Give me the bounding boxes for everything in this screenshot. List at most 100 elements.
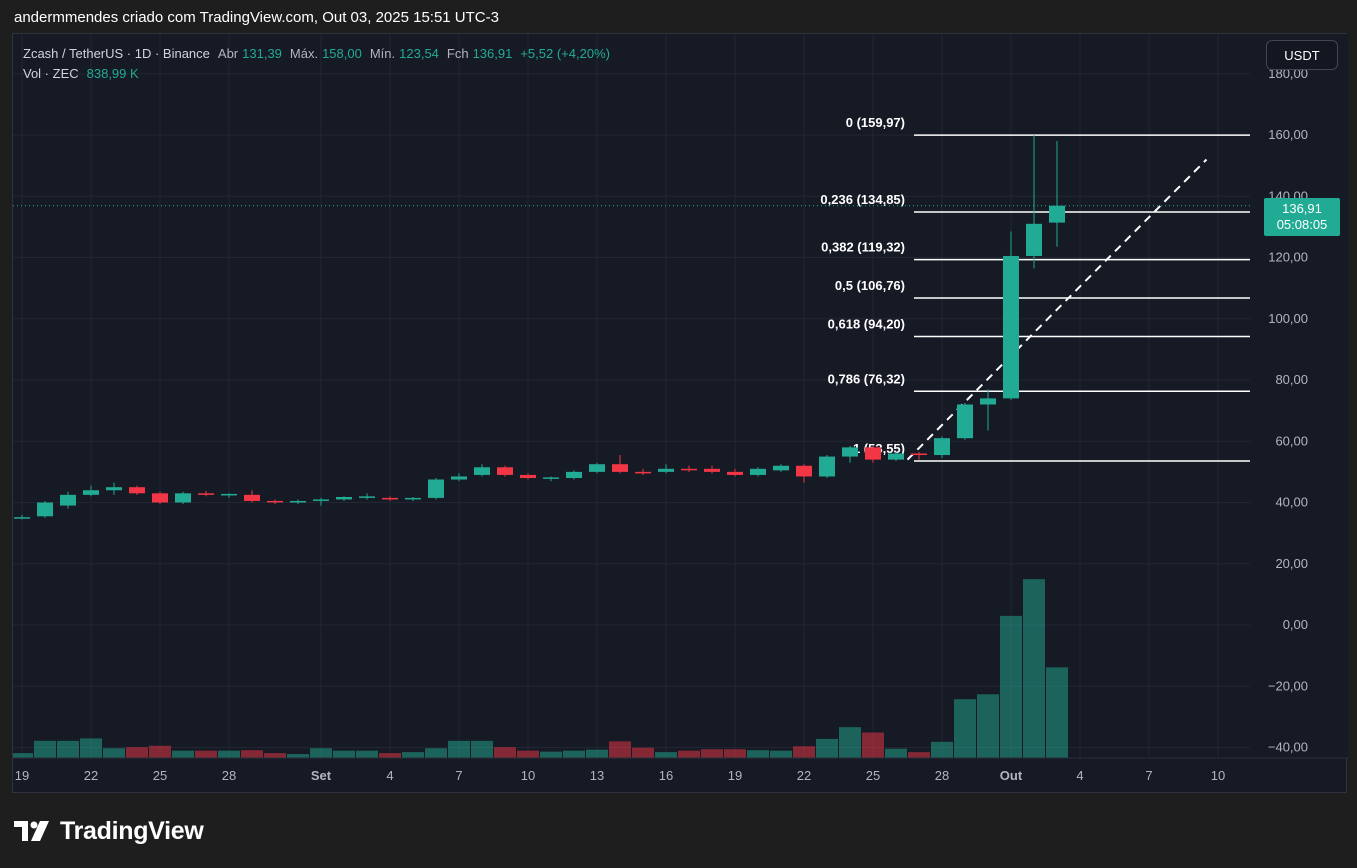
candle-body bbox=[129, 487, 145, 494]
candle-body bbox=[405, 497, 421, 500]
price-axis bbox=[1250, 34, 1348, 758]
volume-bar bbox=[931, 741, 953, 758]
candle-body bbox=[819, 456, 835, 477]
time-axis-tick-label: 19 bbox=[15, 768, 29, 783]
candle-body bbox=[359, 496, 375, 498]
candle-body bbox=[727, 471, 743, 475]
price-axis-tick-label: 100,00 bbox=[1268, 311, 1308, 326]
volume-bar bbox=[1023, 579, 1045, 758]
legend-high-label: Máx. bbox=[289, 46, 319, 61]
price-axis-tick-label: −20,00 bbox=[1268, 678, 1308, 693]
candle-body bbox=[980, 398, 996, 405]
currency-button[interactable]: USDT bbox=[1266, 40, 1338, 70]
volume-bar bbox=[1000, 615, 1022, 758]
volume-bar bbox=[701, 749, 723, 758]
fib-level-label: 0,382 (119,32) bbox=[821, 240, 905, 255]
fib-level-label: 0,618 (94,20) bbox=[828, 317, 905, 332]
tradingview-logo-text: TradingView bbox=[60, 816, 204, 845]
candle-body bbox=[865, 447, 881, 460]
legend-volume-row: Vol · ZEC 838,99 K bbox=[23, 64, 610, 84]
candle-body bbox=[106, 487, 122, 491]
candle-body bbox=[83, 490, 99, 495]
volume-bar bbox=[241, 750, 263, 758]
candle-countdown: 05:08:05 bbox=[1276, 217, 1328, 232]
fib-level-label: 0 (159,97) bbox=[846, 115, 905, 130]
volume-bar bbox=[954, 699, 976, 758]
volume-bar bbox=[218, 750, 240, 758]
chart-legend: Zcash / TetherUS · 1D · Binance Abr 131,3… bbox=[23, 44, 610, 84]
volume-bar bbox=[34, 740, 56, 758]
candle-body bbox=[428, 479, 444, 498]
volume-bar bbox=[149, 745, 171, 758]
legend-symbol[interactable]: Zcash / TetherUS · 1D · Binance bbox=[23, 46, 210, 61]
volume-bar bbox=[1046, 667, 1068, 758]
volume-bar bbox=[264, 753, 286, 758]
volume-bar bbox=[563, 750, 585, 758]
volume-bar bbox=[517, 750, 539, 758]
legend-ohlc-row: Zcash / TetherUS · 1D · Binance Abr 131,3… bbox=[23, 44, 610, 64]
price-axis-tick-label: 20,00 bbox=[1275, 556, 1308, 571]
snapshot-header: andermmendes criado com TradingView.com,… bbox=[14, 9, 499, 26]
time-axis-tick-label: 28 bbox=[222, 768, 236, 783]
volume-bar bbox=[816, 738, 838, 758]
fib-level-label: 0,5 (106,76) bbox=[835, 278, 905, 293]
candle-body bbox=[520, 474, 536, 478]
time-axis-tick-label: 10 bbox=[1211, 768, 1225, 783]
volume-bar bbox=[839, 727, 861, 758]
chart-canvas[interactable]: 0 (159,97) 0,236 (134,85) 0,382 (119,32) 0,… bbox=[13, 34, 1348, 794]
candle-body bbox=[14, 517, 30, 519]
tradingview-logo-icon bbox=[14, 821, 49, 841]
candle-body bbox=[543, 477, 559, 479]
candle-body bbox=[1026, 223, 1042, 256]
time-axis-tick-label: 25 bbox=[153, 768, 167, 783]
volume-bar bbox=[57, 740, 79, 758]
candle-body bbox=[1003, 255, 1019, 399]
volume-bar bbox=[13, 753, 33, 758]
volume-bar bbox=[724, 749, 746, 758]
candle-body bbox=[589, 464, 605, 472]
volume-bar bbox=[402, 752, 424, 758]
volume-bar bbox=[747, 750, 769, 758]
time-axis-tick-label: 4 bbox=[1076, 768, 1083, 783]
legend-volume-label[interactable]: Vol · ZEC bbox=[23, 66, 79, 81]
price-axis-tick-label: −40,00 bbox=[1268, 740, 1308, 755]
candle-body bbox=[1049, 205, 1065, 223]
volume-bar bbox=[379, 753, 401, 758]
volume-bar bbox=[80, 738, 102, 758]
fib-level-label: 0,786 (76,32) bbox=[828, 371, 905, 386]
time-axis-tick-label: 25 bbox=[866, 768, 880, 783]
candle-body bbox=[152, 493, 168, 503]
candle-body bbox=[290, 500, 306, 503]
candle-body bbox=[244, 494, 260, 501]
time-axis-tick-label: 28 bbox=[935, 768, 949, 783]
candle-body bbox=[934, 438, 950, 456]
legend-close-value: 136,91 bbox=[472, 46, 513, 61]
chart-frame[interactable]: 0 (159,97) 0,236 (134,85) 0,382 (119,32) 0,… bbox=[12, 33, 1348, 794]
last-price-badge: 136,91 05:08:05 bbox=[1264, 198, 1340, 236]
time-axis-tick-label: 7 bbox=[455, 768, 462, 783]
volume-bar bbox=[977, 694, 999, 758]
volume-bar bbox=[908, 752, 930, 758]
candle-body bbox=[382, 497, 398, 500]
volume-bar bbox=[678, 750, 700, 758]
volume-bar bbox=[195, 750, 217, 758]
volume-bar bbox=[770, 750, 792, 758]
candle-body bbox=[221, 493, 237, 496]
candle-body bbox=[773, 465, 789, 471]
last-price-value: 136,91 bbox=[1282, 201, 1322, 216]
time-axis-tick-label: 19 bbox=[728, 768, 742, 783]
candle-body bbox=[451, 476, 467, 480]
price-axis-tick-label: 160,00 bbox=[1268, 127, 1308, 142]
volume-bar bbox=[494, 747, 516, 758]
legend-volume-value: 838,99 K bbox=[86, 66, 139, 81]
volume-bar bbox=[103, 748, 125, 758]
candle-body bbox=[566, 471, 582, 478]
volume-bar bbox=[793, 746, 815, 758]
legend-close-label: Fch bbox=[446, 46, 469, 61]
volume-bar bbox=[310, 748, 332, 758]
tradingview-logo[interactable]: TradingView bbox=[14, 817, 204, 845]
candle-body bbox=[474, 467, 490, 475]
candle-body bbox=[497, 467, 513, 475]
candle-body bbox=[198, 493, 214, 495]
volume-bar bbox=[655, 752, 677, 758]
